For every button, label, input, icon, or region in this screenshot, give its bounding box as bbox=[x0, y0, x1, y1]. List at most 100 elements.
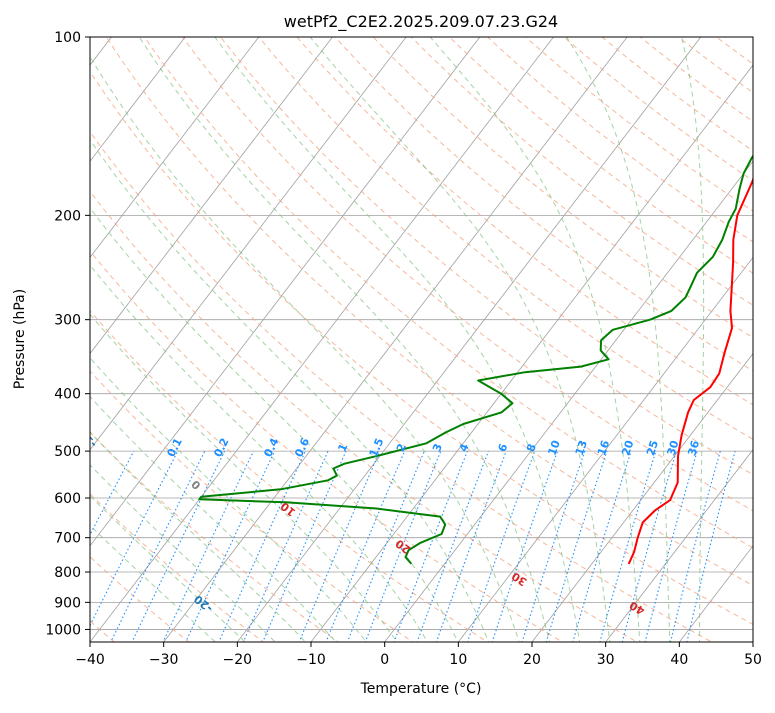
dry-adiabat-line bbox=[410, 37, 753, 306]
dry-adiabat-line bbox=[448, 37, 753, 274]
dry-adiabat-line bbox=[90, 130, 713, 642]
mixing-ratio-line bbox=[545, 450, 608, 642]
x-tick-label: 30 bbox=[597, 652, 615, 668]
isotherm-line bbox=[90, 37, 186, 162]
moist-adiabat-line bbox=[90, 495, 246, 642]
mixing-ratio-line bbox=[325, 450, 406, 642]
y-axis-label: Pressure (hPa) bbox=[12, 289, 28, 389]
profile-line bbox=[198, 154, 753, 565]
y-tick-label: 500 bbox=[54, 444, 81, 460]
mixing-ratio-line bbox=[90, 450, 179, 627]
x-tick-label: 10 bbox=[449, 652, 467, 668]
mixing-ratio-label: 8 bbox=[524, 442, 539, 454]
y-tick-label: 200 bbox=[54, 208, 81, 224]
mixing-ratio-label: 36 bbox=[685, 439, 702, 458]
dry-adiabat-line bbox=[639, 37, 753, 123]
mixing-ratio-label: 16 bbox=[595, 438, 612, 457]
y-tick-label: 700 bbox=[54, 531, 81, 547]
moist-adiabat-line bbox=[90, 431, 307, 642]
y-tick-label: 1000 bbox=[45, 622, 81, 638]
chart-title: wetPf2_C2E2.2025.209.07.23.G24 bbox=[284, 12, 558, 32]
moist-adiabat-line bbox=[429, 37, 641, 642]
mixing-ratio-line bbox=[346, 450, 425, 642]
mixing-ratio-line bbox=[185, 450, 276, 642]
mixing-ratio-label: 30 bbox=[665, 439, 682, 458]
y-tick-label: 300 bbox=[54, 313, 81, 329]
isotherm-line bbox=[90, 37, 481, 547]
pressure-gridlines bbox=[90, 37, 753, 630]
mixing-ratio-line bbox=[621, 450, 677, 642]
x-tick-label: −10 bbox=[296, 652, 326, 668]
moist-adiabat-line bbox=[90, 139, 490, 642]
dry-adiabat-line bbox=[296, 37, 753, 406]
moist-adiabat-line bbox=[90, 395, 337, 642]
mixing-ratio-label: 13 bbox=[573, 439, 590, 458]
isotherm-line bbox=[605, 449, 753, 642]
mixing-ratio-line bbox=[218, 450, 306, 642]
moist-adiabat-line bbox=[90, 464, 276, 642]
x-axis-ticks: −40 −30 −20 −10 0 10 20 30 40 50 bbox=[75, 642, 762, 668]
profile-line bbox=[627, 175, 753, 565]
y-axis-ticks: 100 200 300 400 500 600 700 800 900 1000 bbox=[45, 30, 90, 638]
isotherm-line bbox=[90, 37, 334, 355]
isotherm-line bbox=[90, 37, 260, 259]
mixing-ratio-line bbox=[393, 450, 468, 642]
mixing-ratio-line bbox=[242, 450, 329, 642]
mixing-ratio-line bbox=[416, 450, 490, 642]
moist-adiabat-line bbox=[90, 264, 429, 642]
dry-adiabat-line bbox=[90, 310, 489, 642]
y-tick-label: 600 bbox=[54, 491, 81, 507]
x-tick-label: 40 bbox=[670, 652, 688, 668]
isotherm-line bbox=[90, 37, 555, 642]
isotherm-line bbox=[384, 160, 753, 642]
isotherm-line bbox=[90, 37, 407, 451]
mixing-ratio-line bbox=[131, 450, 226, 642]
mixing-ratio-line bbox=[572, 450, 632, 642]
mixing-ratio-line bbox=[669, 450, 721, 642]
dry-adiabat-line bbox=[524, 37, 753, 212]
y-tick-label: 800 bbox=[54, 565, 81, 581]
isotherm-line bbox=[531, 352, 753, 642]
mixing-ratio-line bbox=[686, 450, 736, 642]
mixing-ratio-line bbox=[298, 450, 381, 642]
moist-adiabat-line bbox=[90, 524, 216, 642]
moist-adiabat-line bbox=[309, 37, 611, 642]
moist-adiabat-line bbox=[138, 37, 550, 642]
dry-adiabat-label: -10 bbox=[76, 427, 99, 451]
mixing-ratio-line bbox=[262, 450, 347, 642]
moist-adiabat-line bbox=[90, 313, 398, 642]
mixing-ratio-line bbox=[162, 450, 254, 642]
dry-adiabats bbox=[90, 37, 753, 642]
dry-adiabat-line bbox=[143, 37, 753, 549]
x-tick-label: 20 bbox=[523, 652, 541, 668]
moist-adiabat-line bbox=[681, 37, 705, 642]
isotherm-line bbox=[678, 545, 753, 642]
skewed-isotherms bbox=[90, 37, 753, 642]
moist-adiabat-line bbox=[566, 37, 671, 642]
moist-adiabat-line bbox=[214, 37, 581, 642]
dry-adiabat-line bbox=[90, 190, 639, 642]
mixing-ratio-lines bbox=[90, 450, 736, 642]
mixing-ratio-line bbox=[364, 450, 442, 642]
x-tick-label: −30 bbox=[149, 652, 179, 668]
moist-adiabat-line bbox=[90, 206, 459, 642]
x-tick-label: 0 bbox=[380, 652, 389, 668]
mixing-ratio-line bbox=[599, 450, 657, 642]
mixing-ratio-line bbox=[644, 450, 698, 642]
y-tick-label: 100 bbox=[54, 30, 81, 46]
isotherm-line bbox=[163, 37, 628, 642]
mixing-ratio-line bbox=[110, 450, 206, 642]
y-tick-label: 900 bbox=[54, 595, 81, 611]
profile-series bbox=[198, 154, 753, 565]
mixing-ratio-label: 20 bbox=[619, 438, 636, 457]
moist-adiabats bbox=[90, 37, 705, 642]
dry-adiabat-line bbox=[258, 37, 753, 440]
x-axis-label: Temperature (°C) bbox=[360, 681, 482, 697]
isotherm-line bbox=[457, 256, 753, 642]
dry-adiabat-line bbox=[90, 70, 753, 625]
dry-adiabat-line bbox=[220, 37, 753, 476]
dry-adiabat-line bbox=[105, 37, 753, 587]
